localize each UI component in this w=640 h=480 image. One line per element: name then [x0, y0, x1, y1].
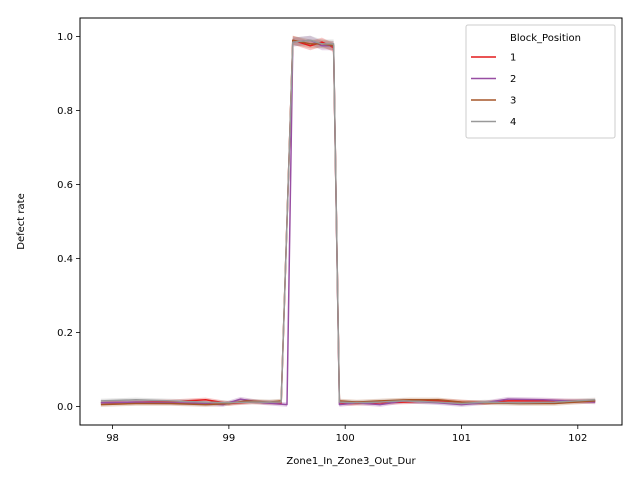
y-tick-label-0.2: 0.2 — [57, 328, 73, 339]
legend-label-1: 1 — [510, 53, 516, 64]
series-lines — [100, 39, 596, 406]
line-series-4 — [100, 39, 596, 405]
legend-label-4: 4 — [510, 117, 516, 128]
y-tick-label-0.6: 0.6 — [57, 180, 73, 191]
x-axis: 98 99 100 101 102 — [106, 425, 587, 444]
x-tick-label-101: 101 — [452, 433, 471, 444]
legend-label-3: 3 — [510, 96, 516, 107]
x-tick-label-99: 99 — [223, 433, 236, 444]
y-axis: 0.0 0.2 0.4 0.6 0.8 1.0 — [57, 32, 80, 413]
y-tick-label-0.8: 0.8 — [57, 106, 73, 117]
x-axis-label: Zone1_In_Zone3_Out_Dur — [286, 456, 416, 467]
y-tick-label-1.0: 1.0 — [57, 32, 73, 43]
x-tick-label-98: 98 — [106, 433, 119, 444]
x-tick-label-102: 102 — [568, 433, 587, 444]
y-tick-label-0.4: 0.4 — [57, 254, 73, 265]
y-axis-label: Defect rate — [16, 193, 27, 249]
legend-label-2: 2 — [510, 74, 516, 85]
legend-title: Block_Position — [510, 33, 581, 44]
y-tick-label-0.0: 0.0 — [57, 402, 73, 413]
legend: Block_Position 1 2 3 4 — [465, 24, 616, 139]
legend-items: 1 2 3 4 — [471, 53, 516, 128]
plot-frame — [79, 17, 623, 426]
x-tick-label-100: 100 — [336, 433, 355, 444]
legend-box — [465, 24, 616, 139]
